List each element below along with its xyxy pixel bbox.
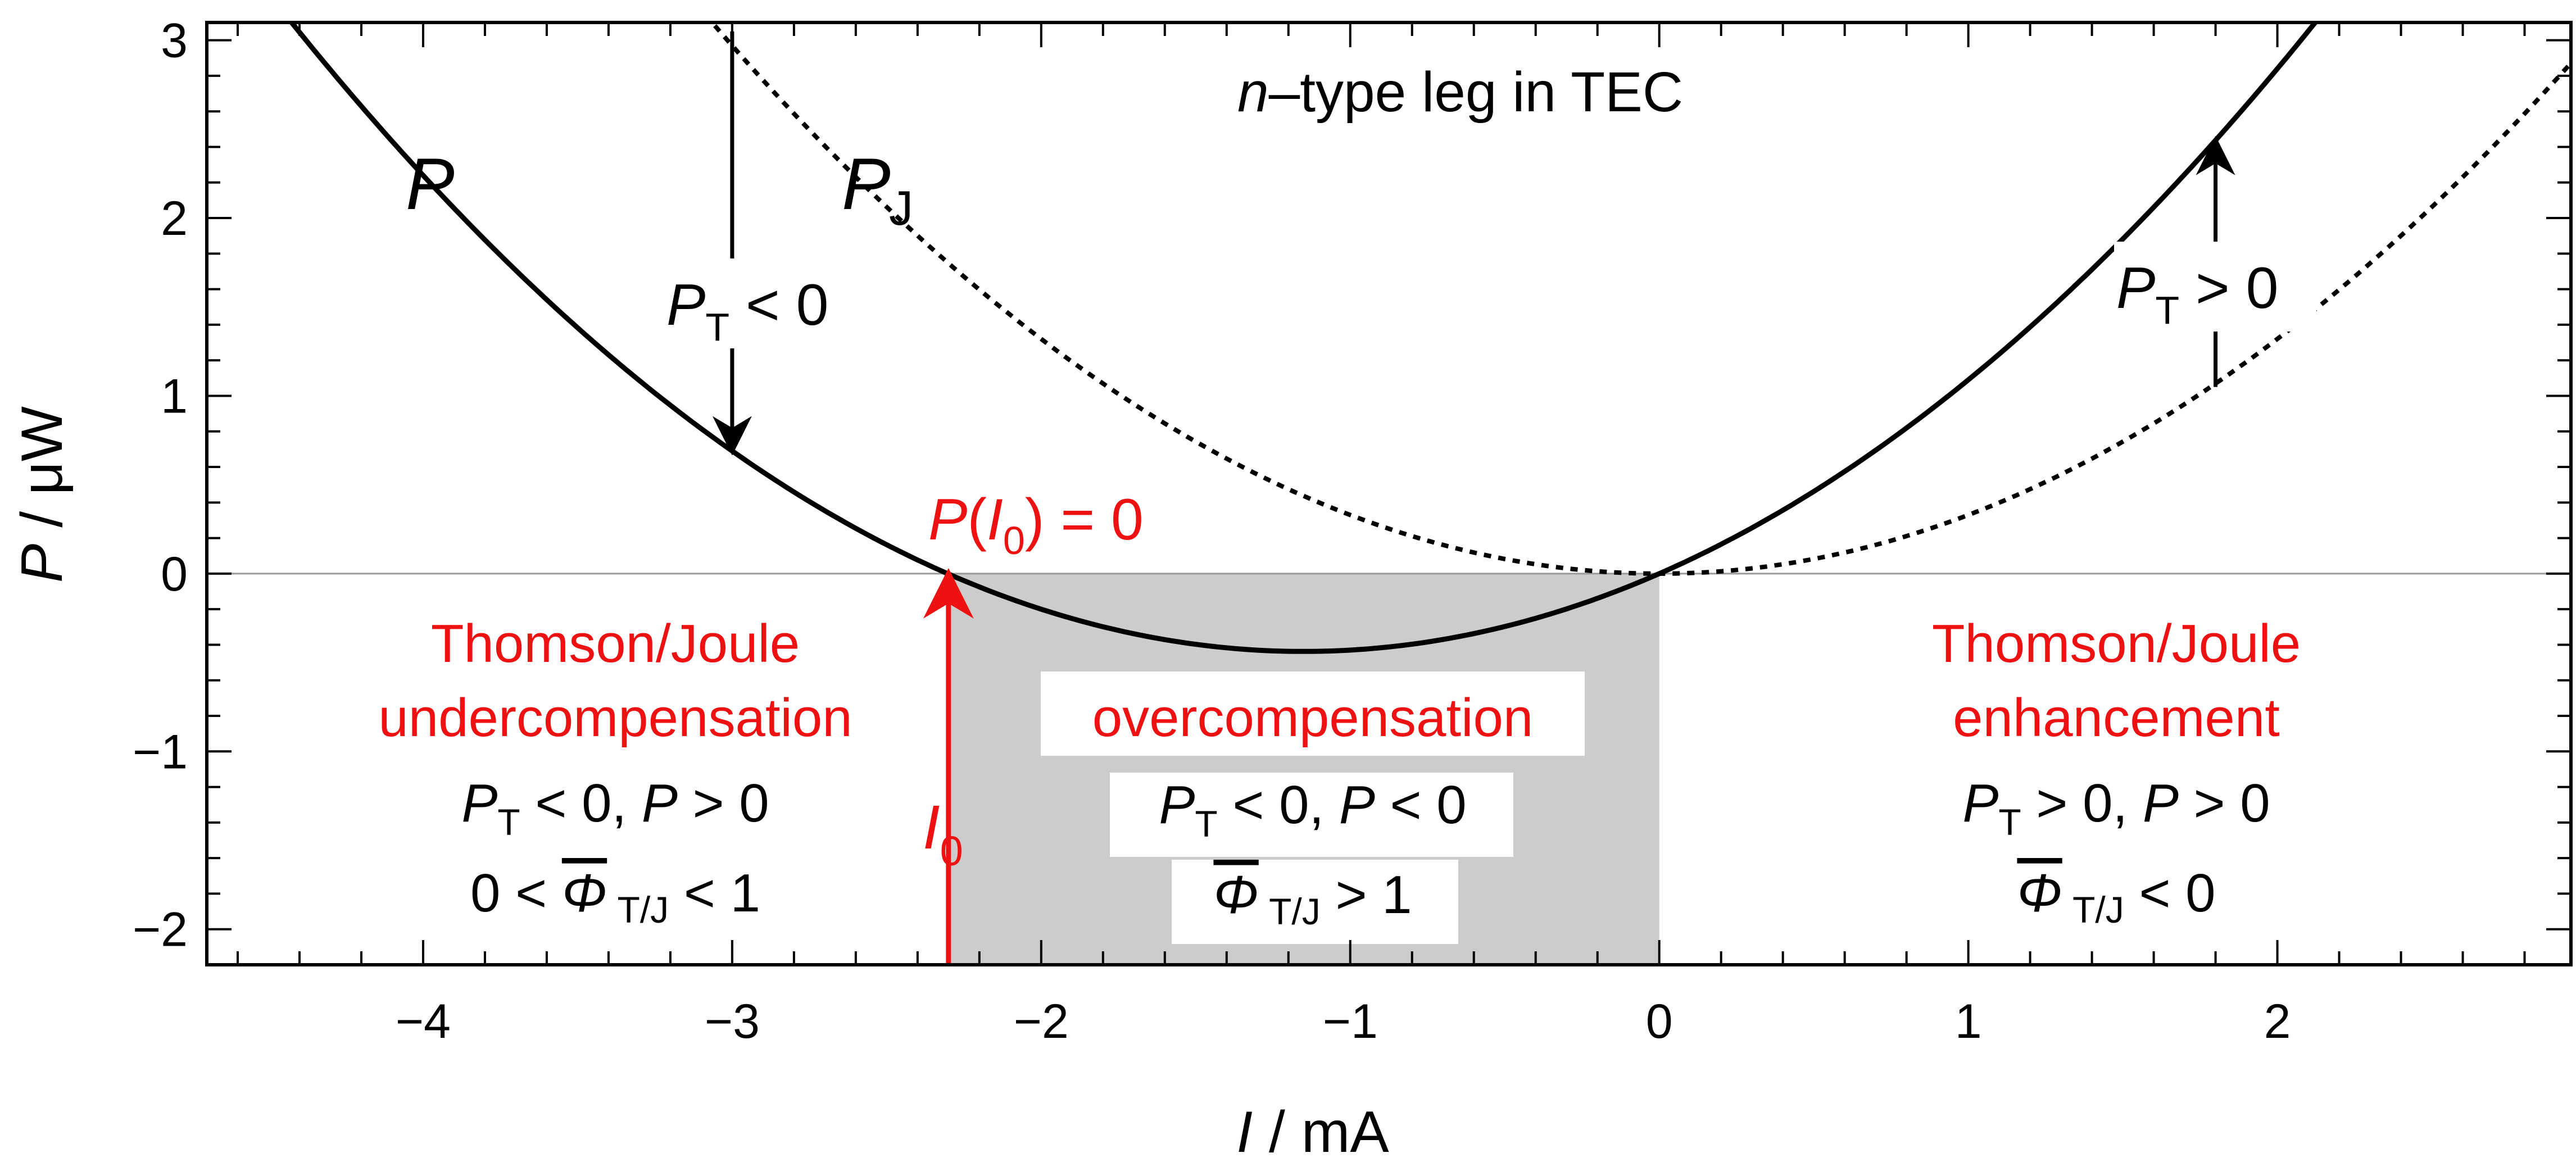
pt-left-P: P: [666, 273, 705, 338]
x-tick-label: 1: [1955, 995, 1982, 1049]
series-line-P: [288, 22, 2319, 654]
P0-suffix: ) = 0: [1025, 487, 1144, 552]
pt-right-P: P: [2116, 256, 2155, 321]
xlabel-I: I: [1236, 1100, 1253, 1165]
P0-paren: (: [967, 487, 987, 552]
y-tick-label: −1: [133, 725, 188, 779]
region-right-heading1: Thomson/Joule: [1932, 614, 2301, 674]
region-middle-heading1: overcompensation: [1092, 688, 1533, 748]
middle-cond-box: [1110, 773, 1513, 857]
middle-heading-box: [1041, 671, 1585, 756]
y-axis-label: P / μW: [10, 406, 75, 583]
x-tick-label: −1: [1323, 995, 1378, 1049]
left-cond-a-rel: < 0,: [520, 773, 642, 833]
left-cond-a-sub: T: [497, 801, 520, 843]
svg-text:PT < 0: PT < 0: [666, 273, 829, 349]
ylabel-rest: / μW: [10, 406, 75, 544]
pt-left-rel: < 0: [729, 273, 828, 338]
region-right-conditions: PT > 0, P > 0: [1962, 773, 2270, 843]
region-left-text: Thomson/Joule undercompensation PT < 0, …: [378, 614, 852, 931]
right-cond-a-rel: > 0,: [2021, 773, 2143, 833]
svg-text:PT > 0: PT > 0: [2116, 256, 2279, 332]
plot-frame: [205, 21, 2573, 966]
series-line-PJ: [709, 22, 2571, 576]
axis-tick-labels: −4 −3 −2 −1 0 1 2 −2 −1 0 1 2 3: [133, 14, 2291, 1049]
I0-label: I0: [923, 793, 963, 874]
series-label-PJ-main: P: [842, 143, 891, 225]
y-tick-label: 0: [161, 547, 188, 601]
left-phi-pre: 0 <: [470, 863, 562, 923]
left-cond-a: P: [461, 773, 497, 833]
pt-right-rel: > 0: [2179, 256, 2278, 321]
right-cond-b-rel: > 0: [2179, 773, 2270, 833]
region-left-phi: 0 < Φ T/J < 1: [470, 863, 760, 931]
region-left-heading2: undercompensation: [378, 688, 852, 748]
axis-ticks: [207, 22, 2571, 966]
mid-phi-sub: T/J: [1259, 891, 1321, 932]
right-phi-sub: T/J: [2062, 889, 2124, 931]
pt-right-label: PT > 0: [2114, 242, 2316, 332]
mid-cond-b: P: [1339, 775, 1375, 835]
x-axis-label: I / mA: [1236, 1100, 1389, 1165]
P-of-I0-label: P(I0) = 0: [928, 487, 1144, 562]
left-phi-rel: < 1: [669, 863, 760, 923]
title-n: n: [1237, 61, 1269, 124]
left-cond-b-rel: > 0: [678, 773, 769, 833]
middle-phi-box: [1172, 860, 1458, 944]
x-tick-label: 0: [1646, 995, 1673, 1049]
right-phi-rel: < 0: [2124, 863, 2216, 923]
pt-left-label-bg: [663, 258, 865, 348]
region-right-phi: Φ T/J < 0: [2017, 863, 2215, 931]
title-rest: –type leg in TEC: [1269, 61, 1683, 124]
I0-label-sub: 0: [940, 828, 963, 874]
pt-left-label: PT < 0: [663, 258, 865, 349]
pt-right-label-bg: [2114, 242, 2316, 332]
left-phi: Φ: [562, 863, 607, 923]
I0-label-I: I: [923, 793, 940, 862]
mid-phi: Φ: [1213, 865, 1258, 925]
right-phi: Φ: [2017, 863, 2062, 923]
xlabel-rest: / mA: [1253, 1100, 1389, 1165]
P0-I: I: [987, 487, 1003, 552]
series-label-P: P: [406, 143, 455, 225]
series-label-PJ-sub: J: [889, 181, 913, 235]
ylabel-P: P: [10, 544, 75, 583]
mid-cond-a-sub: T: [1195, 803, 1217, 845]
mid-cond-b-rel: < 0: [1375, 775, 1467, 835]
x-tick-label: −2: [1014, 995, 1069, 1049]
region-left-conditions: PT < 0, P > 0: [461, 773, 769, 843]
right-cond-a: P: [1962, 773, 1998, 833]
y-tick-label: 3: [161, 14, 188, 68]
mid-cond-a: P: [1159, 775, 1195, 835]
pt-left-sub: T: [705, 305, 729, 349]
chart-title: n–type leg in TEC: [1237, 61, 1683, 124]
y-tick-label: −2: [133, 903, 188, 957]
pt-right-sub: T: [2155, 288, 2179, 332]
x-tick-label: −3: [705, 995, 760, 1049]
region-middle-phi: Φ T/J > 1: [1213, 865, 1412, 932]
y-tick-label: 1: [161, 369, 188, 423]
left-cond-b: P: [642, 773, 678, 833]
x-tick-label: 2: [2264, 995, 2291, 1049]
right-cond-b: P: [2143, 773, 2179, 833]
series-label-PJ: P J: [842, 143, 913, 235]
region-middle-conditions: PT < 0, P < 0: [1159, 775, 1466, 845]
P0-P: P: [928, 487, 967, 552]
region-right-text: Thomson/Joule enhancement PT > 0, P > 0 …: [1932, 614, 2301, 931]
region-left-heading1: Thomson/Joule: [431, 614, 800, 674]
right-cond-a-sub: T: [1998, 801, 2021, 843]
mid-cond-a-rel: < 0,: [1218, 775, 1339, 835]
left-phi-sub: T/J: [607, 889, 669, 931]
mid-phi-rel: > 1: [1321, 865, 1412, 925]
region-middle-text: overcompensation PT < 0, P < 0 Φ T/J > 1: [1041, 671, 1585, 944]
x-tick-label: −4: [396, 995, 451, 1049]
region-right-heading2: enhancement: [1953, 688, 2280, 748]
P0-sub: 0: [1003, 519, 1025, 562]
y-tick-label: 2: [161, 192, 188, 246]
